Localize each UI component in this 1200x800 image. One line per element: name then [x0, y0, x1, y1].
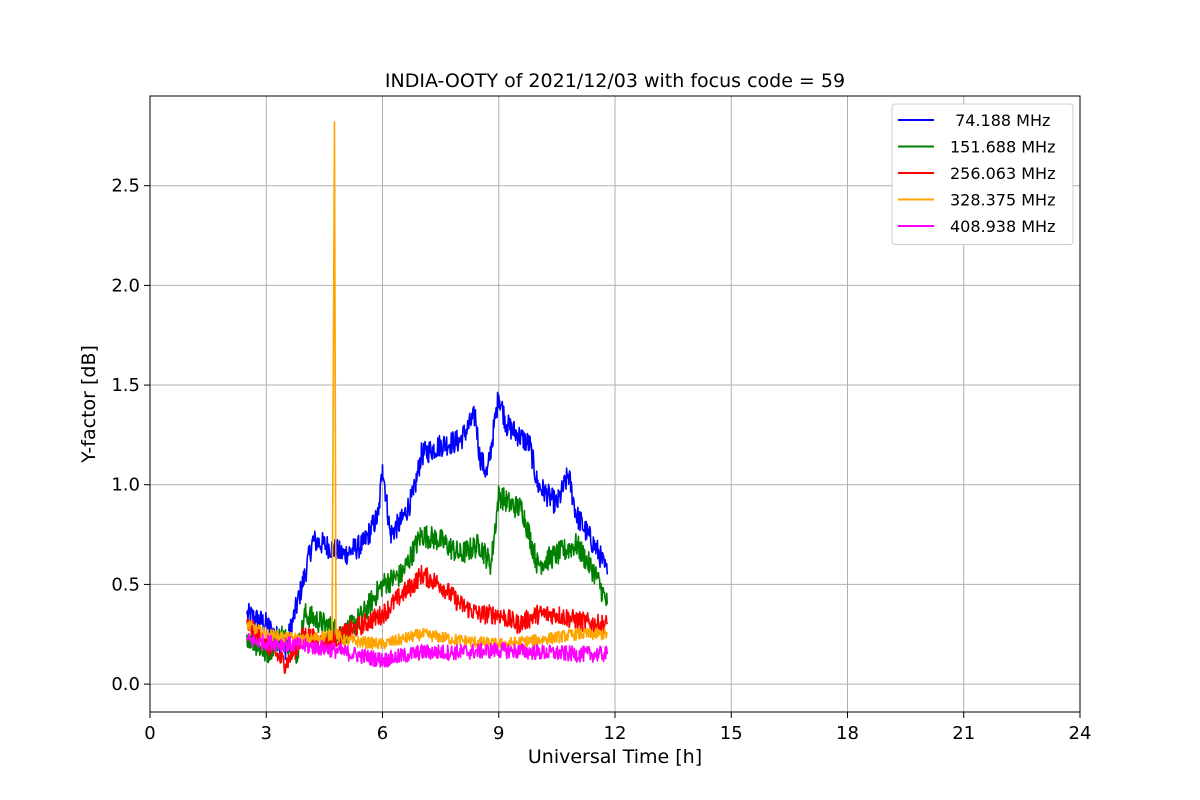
x-tick-label: 21 — [952, 723, 975, 744]
legend-entry: 408.938 MHz — [950, 217, 1055, 236]
y-tick-label: 0.5 — [111, 574, 140, 595]
y-tick-label: 2.5 — [111, 176, 140, 197]
legend-entry: 328.375 MHz — [950, 191, 1055, 210]
series-line-3 — [246, 121, 609, 650]
series-group — [246, 121, 609, 674]
x-tick-label: 6 — [377, 723, 388, 744]
legend-box — [891, 103, 1074, 245]
x-tick-label: 18 — [836, 723, 859, 744]
y-tick-label: 2.0 — [111, 275, 140, 296]
legend-entry: 74.188 MHz — [950, 111, 1050, 130]
legend-entry: 151.688 MHz — [950, 138, 1055, 157]
ticks: 0 3 6 9 12 15 18 21 24 0.0 0.5 1.0 1.5 2.0 2.5 — [111, 176, 1091, 744]
x-axis-label: Universal Time [h] — [528, 746, 702, 768]
legend-entry: 256.063 MHz — [950, 164, 1055, 183]
y-axis-label: Y-factor [dB] — [78, 345, 100, 464]
chart-title: INDIA-OOTY of 2021/12/03 with focus code… — [385, 70, 845, 92]
legend: 74.188 MHz 151.688 MHz 256.063 MHz 328.375 … — [891, 103, 1074, 245]
y-tick-label: 0.0 — [111, 674, 140, 695]
series-line-4 — [246, 632, 609, 668]
x-tick-label: 12 — [604, 723, 627, 744]
series-line-1 — [246, 485, 609, 665]
y-tick-label: 1.0 — [111, 475, 140, 496]
series-line-0 — [246, 391, 609, 661]
x-tick-label: 24 — [1069, 723, 1092, 744]
y-tick-label: 1.5 — [111, 375, 140, 396]
x-tick-label: 15 — [720, 723, 743, 744]
x-tick-label: 9 — [493, 723, 504, 744]
x-tick-label: 0 — [144, 723, 155, 744]
x-tick-label: 3 — [261, 723, 272, 744]
